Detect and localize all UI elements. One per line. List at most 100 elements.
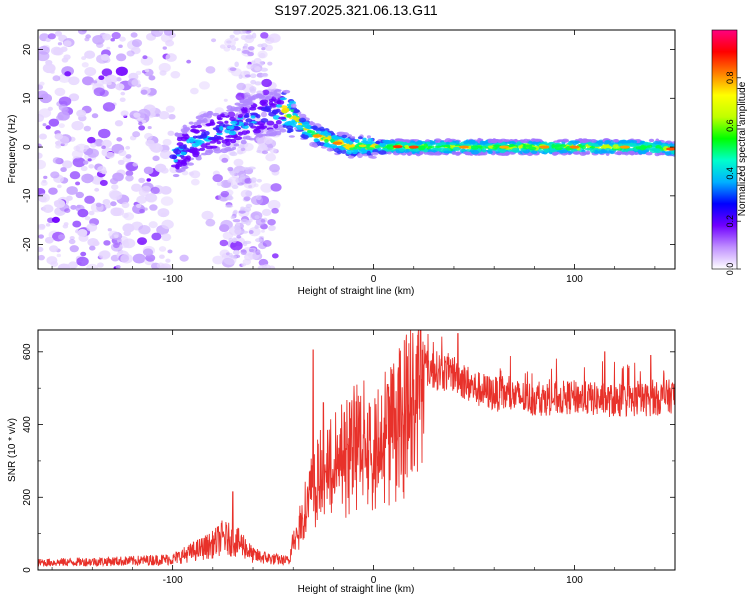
noise-blob: [261, 208, 272, 217]
ridge-blob: [301, 121, 310, 126]
ridge-blob: [216, 129, 223, 134]
noise-blob: [42, 123, 47, 127]
ridge-blob: [209, 145, 218, 149]
ridge-blob: [242, 136, 248, 140]
snr-xtick-label: 100: [566, 575, 583, 586]
noise-blob: [97, 262, 104, 268]
noise-blob: [165, 105, 175, 113]
noise-blob: [245, 34, 254, 40]
ridge-blob: [260, 99, 269, 104]
ridge-blob: [186, 138, 191, 144]
ridge-blob: [181, 164, 188, 170]
noise-blob: [50, 261, 59, 268]
noise-blob: [100, 54, 110, 61]
noise-blob: [254, 81, 262, 86]
noise-blob: [76, 204, 81, 208]
noise-blob: [130, 32, 138, 38]
ridge-blob: [642, 142, 651, 146]
noise-blob: [220, 190, 230, 198]
ridge-blob: [284, 121, 293, 126]
noise-blob: [201, 210, 214, 220]
ridge-blob: [185, 149, 194, 153]
spectrogram-ytick-label: -10: [22, 188, 33, 203]
ridge-blob: [279, 128, 287, 133]
ridge-peak: [408, 145, 419, 149]
snr-xtick-label: -100: [163, 575, 183, 586]
ridge-blob: [200, 152, 208, 156]
noise-blob: [131, 39, 143, 47]
noise-blob: [81, 173, 94, 184]
ridge-blob: [282, 89, 291, 94]
ridge-blob: [618, 140, 625, 144]
noise-blob: [146, 178, 151, 182]
noise-blob: [76, 256, 89, 267]
ridge-peak: [392, 145, 403, 149]
ridge-blob: [561, 139, 569, 143]
noise-blob: [135, 70, 142, 76]
noise-blob: [249, 248, 254, 253]
noise-blob: [123, 230, 131, 237]
noise-blob: [141, 119, 147, 124]
noise-blob: [234, 61, 239, 68]
noise-blob: [262, 240, 272, 247]
noise-blob: [38, 159, 47, 170]
ridge-blob: [298, 113, 307, 119]
noise-blob: [84, 195, 95, 204]
noise-blob: [66, 186, 78, 195]
snr-ylabel: SNR (10 * v/v): [7, 418, 18, 482]
ridge-blob: [257, 126, 263, 129]
ridge-blob: [260, 118, 269, 123]
ridge-blob: [213, 148, 222, 154]
noise-blob: [56, 184, 62, 189]
spectrogram-xlabel: Height of straight line (km): [298, 286, 415, 297]
noise-blob: [205, 218, 216, 227]
noise-blob: [48, 118, 60, 127]
noise-blob: [116, 137, 123, 142]
noise-blob: [122, 212, 129, 218]
noise-blob: [54, 30, 63, 37]
noise-blob: [62, 160, 73, 169]
ridge-blob: [670, 149, 675, 155]
noise-blob: [84, 216, 91, 221]
noise-blob: [228, 237, 234, 242]
noise-blob: [271, 253, 279, 259]
ridge-blob: [180, 161, 188, 167]
ridge-blob: [275, 119, 282, 125]
ridge-blob: [326, 147, 334, 152]
noise-blob: [264, 36, 275, 44]
ridge-blob: [531, 150, 538, 155]
noise-blob: [120, 253, 133, 264]
noise-blob: [53, 199, 66, 209]
noise-blob: [126, 50, 135, 57]
ridge-blob: [481, 147, 487, 153]
noise-blob: [253, 117, 262, 122]
noise-blob: [38, 246, 44, 252]
noise-blob: [38, 84, 44, 90]
noise-blob: [128, 72, 139, 81]
noise-blob: [120, 110, 129, 117]
ridge-blob: [199, 147, 206, 151]
ridge-blob: [441, 144, 451, 148]
noise-blob: [87, 158, 92, 162]
noise-blob: [242, 30, 247, 34]
noise-blob: [230, 240, 243, 251]
ridge-blob: [266, 120, 275, 126]
ridge-blob: [366, 135, 371, 139]
noise-blob: [188, 171, 194, 176]
snr-xtick-label: 0: [371, 575, 377, 586]
ridge-blob: [379, 142, 386, 148]
ridge-blob: [250, 115, 256, 119]
noise-blob: [111, 32, 121, 40]
noise-blob: [186, 59, 192, 64]
ridge-blob: [248, 122, 254, 127]
noise-blob: [113, 207, 125, 217]
ridge-blob: [631, 140, 638, 144]
noise-blob: [52, 157, 62, 164]
noise-blob: [239, 174, 246, 180]
ridge-blob: [274, 89, 282, 92]
noise-blob: [72, 220, 82, 228]
ridge-blob: [384, 140, 394, 144]
ridge-blob: [491, 144, 499, 149]
ridge-blob: [374, 145, 381, 149]
ridge-blob: [290, 103, 297, 108]
